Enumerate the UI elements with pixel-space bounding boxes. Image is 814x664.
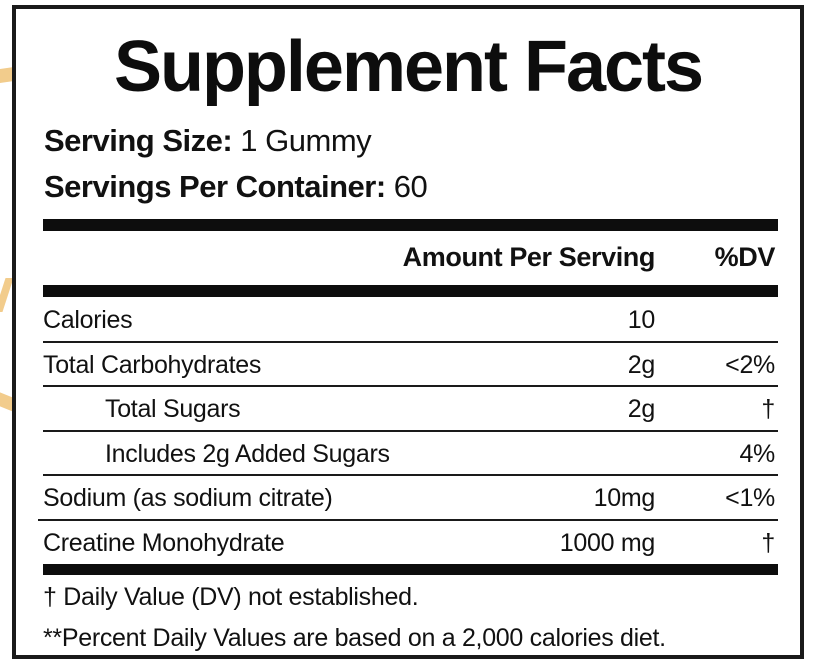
nutrient-name: Creatine Monohydrate [43,528,285,557]
nutrient-row-total-carbohydrates: Total Carbohydrates 2g <2% [43,343,778,387]
nutrient-amount: 2g [627,350,656,379]
amount-per-serving-header: Amount Per Serving [402,242,656,272]
nutrient-name: Total Sugars [105,395,241,423]
footnote-dv-not-established: † Daily Value (DV) not established. [43,583,419,611]
supplement-facts-panel: Supplement Facts Serving Size: 1 Gummy S… [12,5,804,659]
nutrient-name: Total Carbohydrates [43,350,262,379]
nutrient-row-sodium: Sodium (as sodium citrate) 10mg <1% [38,476,778,521]
nutrient-name: Includes 2g Added Sugars [105,439,390,468]
nutrient-dv: <2% [725,350,775,379]
thick-divider [43,285,778,297]
thick-divider [43,219,778,231]
nutrient-amount: 2g [627,395,656,423]
servings-per-container-label: Servings Per Container: [44,169,386,204]
panel-title: Supplement Facts [113,27,704,107]
servings-per-container: Servings Per Container: 60 [44,169,428,205]
nutrient-amount: 10mg [593,484,656,512]
nutrient-name: Sodium (as sodium citrate) [43,484,333,512]
nutrient-name: Calories [43,306,133,334]
serving-size-value: 1 Gummy [232,123,372,158]
nutrient-row-added-sugars: Includes 2g Added Sugars 4% [43,432,778,476]
percent-dv-header: %DV [714,242,776,272]
footnote-percent-daily-values: **Percent Daily Values are based on a 2,… [43,624,666,652]
servings-per-container-value: 60 [385,169,428,204]
nutrient-amount: 10 [627,306,656,334]
nutrient-dv: 4% [739,439,775,468]
nutrient-dv: † [761,528,775,557]
serving-size: Serving Size: 1 Gummy [44,123,372,159]
column-header-row: Amount Per Serving %DV [43,235,778,279]
nutrient-table: Calories 10 Total Carbohydrates 2g <2% T… [38,298,778,566]
nutrient-dv: † [761,395,775,423]
nutrient-row-total-sugars: Total Sugars 2g † [43,387,778,432]
thick-divider [43,564,778,575]
nutrient-dv: <1% [725,484,775,512]
nutrient-amount: 1000 mg [559,528,656,557]
nutrient-row-calories: Calories 10 [43,298,778,343]
serving-size-label: Serving Size: [44,123,233,158]
nutrient-row-creatine-monohydrate: Creatine Monohydrate 1000 mg † [43,521,778,566]
